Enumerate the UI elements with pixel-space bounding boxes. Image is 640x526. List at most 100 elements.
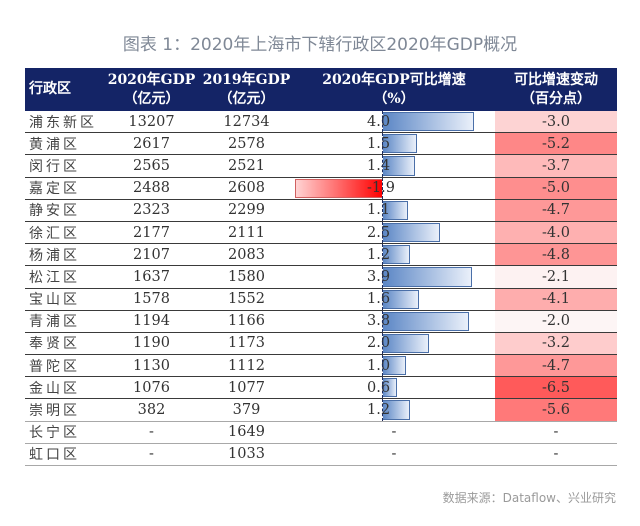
growth-bar-positive bbox=[383, 222, 440, 243]
cell-gdp2020: 1130 bbox=[133, 357, 170, 374]
cell-gdp2020: 382 bbox=[137, 402, 166, 419]
cell-change: -2.0 bbox=[495, 310, 617, 332]
cell-gdp2020: 2107 bbox=[133, 246, 170, 263]
header-district-label: 行政区 bbox=[29, 81, 71, 97]
table-row: 松江区 1637 1580 3.9 -2.1 bbox=[25, 266, 617, 289]
growth-value: 1.6 bbox=[367, 291, 391, 308]
header-change: 可比增速变动 （百分点） bbox=[495, 68, 617, 111]
cell-gdp2019: 1173 bbox=[228, 335, 265, 352]
header-change-unit: （百分点） bbox=[521, 90, 591, 107]
growth-axis-line bbox=[382, 288, 383, 310]
growth-axis-line bbox=[382, 399, 383, 421]
growth-bar-positive bbox=[383, 245, 411, 265]
cell-growth: 2.0 bbox=[293, 332, 495, 355]
growth-bar-positive bbox=[383, 289, 420, 309]
cell-growth: 1.0 bbox=[293, 355, 495, 377]
growth-axis-line bbox=[382, 310, 383, 332]
cell-district: 虹口区 bbox=[29, 447, 80, 464]
growth-value: -1.9 bbox=[367, 180, 395, 197]
cell-growth: 3.9 bbox=[293, 266, 495, 288]
chart-title: 图表 1：2020年上海市下辖行政区2020年GDP概况 bbox=[122, 35, 518, 55]
growth-axis-line bbox=[382, 155, 383, 177]
table-row: 杨浦区 2107 2083 1.2 -4.8 bbox=[25, 244, 617, 267]
cell-growth: 1.2 bbox=[293, 399, 495, 421]
growth-value: 2.0 bbox=[367, 335, 391, 352]
cell-change: -4.7 bbox=[495, 355, 617, 377]
growth-value: 3.8 bbox=[367, 313, 391, 330]
growth-bar-positive bbox=[383, 333, 429, 354]
cell-growth: -1.9 bbox=[293, 177, 495, 199]
cell-gdp2019: 1077 bbox=[228, 379, 265, 396]
cell-change: -5.6 bbox=[495, 399, 617, 421]
cell-growth: 1.1 bbox=[293, 199, 495, 221]
header-district: 行政区 bbox=[25, 68, 103, 111]
cell-growth: 1.5 bbox=[293, 133, 495, 155]
cell-district: 奉贤区 bbox=[29, 336, 80, 353]
cell-district: 闵行区 bbox=[29, 158, 80, 175]
table-row: 普陀区 1130 1112 1.0 -4.7 bbox=[25, 355, 617, 378]
cell-gdp2019: 1580 bbox=[228, 268, 265, 285]
table-row: 青浦区 1194 1166 3.8 -2.0 bbox=[25, 310, 617, 333]
cell-district: 宝山区 bbox=[29, 292, 80, 309]
growth-value: - bbox=[391, 446, 397, 463]
cell-gdp2019: 1033 bbox=[228, 446, 265, 463]
cell-gdp2020: - bbox=[149, 446, 154, 463]
cell-gdp2019: 2521 bbox=[228, 157, 265, 174]
cell-gdp2019: 2578 bbox=[228, 135, 265, 152]
table-row: 宝山区 1578 1552 1.6 -4.1 bbox=[25, 288, 617, 311]
growth-bar-positive bbox=[383, 356, 406, 376]
growth-value: 4.0 bbox=[367, 113, 391, 130]
growth-value: 0.6 bbox=[367, 379, 391, 396]
cell-gdp2020: 2565 bbox=[133, 157, 170, 174]
cell-change: -2.1 bbox=[495, 266, 617, 288]
growth-bar-positive bbox=[383, 134, 418, 154]
cell-gdp2019: 12734 bbox=[223, 113, 270, 130]
growth-value: 1.1 bbox=[367, 202, 391, 219]
cell-gdp2019: 1552 bbox=[228, 291, 265, 308]
growth-bar-positive bbox=[383, 200, 409, 220]
header-gdp2020-label: 2020年GDP bbox=[107, 71, 196, 88]
cell-district: 静安区 bbox=[29, 203, 80, 220]
table-row: 长宁区 - 1649 - - bbox=[25, 422, 617, 444]
table-row: 静安区 2323 2299 1.1 -4.7 bbox=[25, 199, 617, 222]
cell-gdp2019: 1166 bbox=[228, 313, 265, 330]
cell-district: 金山区 bbox=[29, 380, 80, 397]
header-growth: 2020年GDP可比增速 （%） bbox=[293, 68, 495, 111]
header-change-label: 可比增速变动 bbox=[514, 71, 598, 88]
cell-gdp2020: 2323 bbox=[133, 202, 170, 219]
growth-value: 1.5 bbox=[367, 135, 391, 152]
table-row: 嘉定区 2488 2608 -1.9 -5.0 bbox=[25, 177, 617, 200]
cell-growth: 0.6 bbox=[293, 377, 495, 399]
header-growth-unit: （%） bbox=[373, 90, 415, 107]
growth-axis-line bbox=[382, 377, 383, 399]
growth-bar-positive bbox=[383, 311, 470, 331]
cell-gdp2020: - bbox=[149, 424, 154, 441]
table-row: 黄浦区 2617 2578 1.5 -5.2 bbox=[25, 133, 617, 156]
cell-gdp2019: 2299 bbox=[228, 202, 265, 219]
growth-axis-line bbox=[382, 111, 383, 133]
header-gdp2019-label: 2019年GDP bbox=[202, 71, 291, 88]
cell-growth: - bbox=[293, 444, 495, 465]
table-row: 闵行区 2565 2521 1.4 -3.7 bbox=[25, 155, 617, 178]
growth-axis-line bbox=[382, 244, 383, 266]
cell-district: 崇明区 bbox=[29, 403, 80, 420]
header-gdp2020-unit: （亿元） bbox=[123, 90, 180, 107]
growth-axis-line bbox=[382, 355, 383, 377]
cell-change: - bbox=[553, 424, 559, 441]
cell-district: 普陀区 bbox=[29, 358, 80, 375]
cell-gdp2020: 1076 bbox=[133, 379, 170, 396]
growth-value: 1.2 bbox=[367, 246, 391, 263]
cell-district: 青浦区 bbox=[29, 314, 80, 331]
cell-district: 嘉定区 bbox=[29, 181, 80, 198]
cell-district: 长宁区 bbox=[29, 425, 80, 442]
table-row: 徐汇区 2177 2111 2.5 -4.0 bbox=[25, 221, 617, 245]
cell-change: -3.7 bbox=[495, 155, 617, 177]
cell-growth: 1.2 bbox=[293, 244, 495, 266]
cell-gdp2020: 2488 bbox=[133, 180, 170, 197]
table-header: 行政区 2020年GDP （亿元） 2019年GDP （亿元） 2020年GDP… bbox=[25, 68, 617, 111]
cell-change: -5.0 bbox=[495, 177, 617, 199]
cell-district: 松江区 bbox=[29, 269, 80, 286]
table-row: 虹口区 - 1033 - - bbox=[25, 444, 617, 466]
table-row: 浦东新区 13207 12734 4.0 -3.0 bbox=[25, 111, 617, 134]
growth-value: 3.9 bbox=[367, 268, 391, 285]
